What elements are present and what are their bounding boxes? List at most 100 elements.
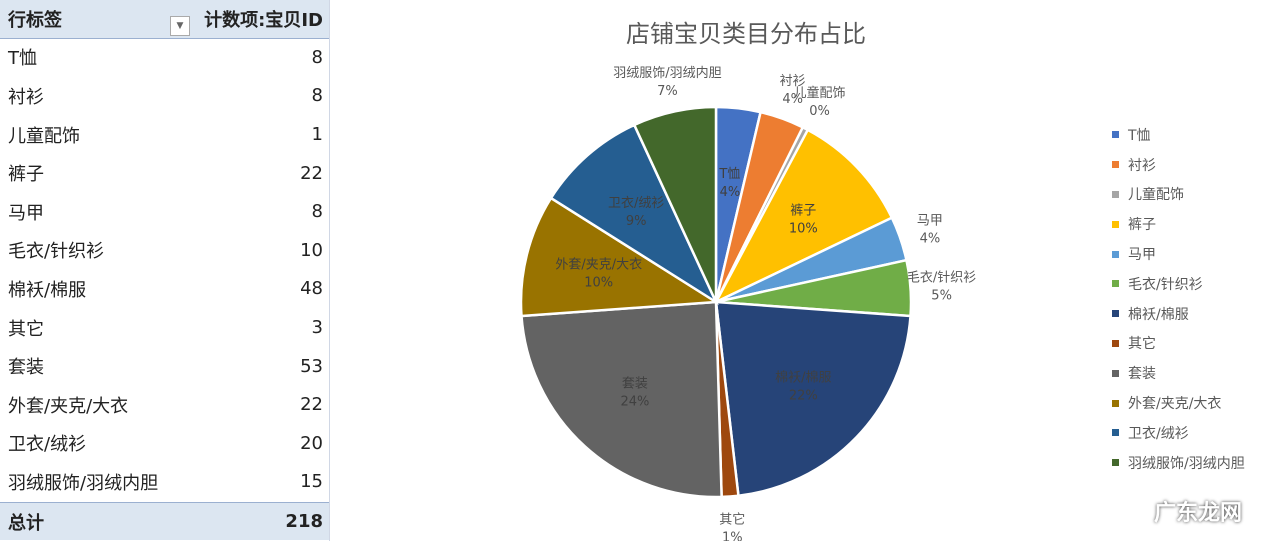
data-label: 4%	[920, 231, 941, 246]
data-label: 5%	[931, 289, 952, 304]
pie-slice[interactable]	[632, 105, 718, 303]
row-label: 马甲	[8, 202, 44, 224]
row-label: 外套/夹克/大衣	[8, 395, 129, 417]
data-label: 裤子	[790, 203, 816, 218]
total-value: 218	[285, 511, 323, 533]
data-label: 10%	[584, 276, 613, 291]
row-value: 48	[300, 278, 323, 300]
pivot-row[interactable]: T恤 8	[0, 39, 329, 78]
pie-slice[interactable]	[519, 196, 720, 318]
data-label: 7%	[657, 84, 678, 99]
row-value: 22	[300, 394, 323, 416]
data-label: 1%	[722, 531, 743, 541]
data-label: 羽绒服饰/羽绒内胆	[613, 65, 721, 81]
data-label: 10%	[789, 221, 818, 236]
data-label: 棉袄/棉服	[775, 371, 831, 386]
pivot-row[interactable]: 马甲 8	[0, 193, 329, 232]
filter-dropdown-icon[interactable]: ▼	[170, 16, 190, 36]
data-label: T恤	[718, 167, 740, 182]
row-label: 毛衣/针织衫	[8, 241, 105, 263]
total-row: 总计 218	[0, 502, 329, 541]
data-label: 4%	[720, 185, 741, 200]
legend-label: T恤	[1128, 127, 1151, 144]
legend-item: 儿童配饰	[1112, 180, 1245, 210]
legend-item: 其它	[1112, 329, 1245, 359]
data-label: 马甲	[917, 213, 943, 228]
data-label: 9%	[626, 214, 647, 229]
row-label: 羽绒服饰/羽绒内胆	[8, 472, 159, 494]
pivot-row[interactable]: 棉袄/棉服 48	[0, 270, 329, 309]
pivot-row[interactable]: 羽绒服饰/羽绒内胆 15	[0, 463, 329, 502]
legend-label: 儿童配饰	[1128, 187, 1184, 204]
data-label: 儿童配饰	[794, 85, 846, 101]
row-label: 卫衣/绒衫	[8, 434, 87, 456]
legend: T恤 衬衫 儿童配饰 裤子 马甲 毛衣/针织衫 棉袄/棉服 其它 套装 外套/夹克/大衣 卫衣/绒衫…	[1112, 120, 1245, 478]
legend-item: 卫衣/绒衫	[1112, 418, 1245, 448]
legend-swatch	[1112, 310, 1119, 318]
legend-swatch	[1112, 369, 1119, 377]
row-value: 8	[311, 85, 323, 107]
row-value: 20	[300, 432, 323, 454]
row-label-header: 行标签	[8, 9, 62, 31]
data-label: 卫衣/绒衫	[608, 195, 664, 211]
chart-title: 店铺宝贝类目分布占比	[626, 20, 866, 48]
legend-item: T恤	[1112, 120, 1245, 150]
pie-chart: 店铺宝贝类目分布占比 T恤 4% 衬衫 4% 儿童配饰 0% 裤子 10% 马甲 4% 毛衣/针织衫…	[332, 0, 1280, 541]
legend-label: 其它	[1128, 336, 1156, 353]
legend-label: 卫衣/绒衫	[1128, 425, 1189, 442]
legend-swatch	[1112, 429, 1119, 437]
pivot-row[interactable]: 套装 53	[0, 347, 329, 386]
row-label: 套装	[8, 357, 44, 379]
row-value: 3	[311, 317, 323, 339]
legend-label: 毛衣/针织衫	[1128, 276, 1203, 293]
pivot-row[interactable]: 外套/夹克/大衣 22	[0, 386, 329, 425]
row-label: 衬衫	[8, 86, 44, 108]
legend-swatch	[1112, 280, 1119, 288]
legend-swatch	[1112, 399, 1119, 407]
total-label: 总计	[8, 512, 44, 534]
legend-label: 衬衫	[1128, 157, 1156, 174]
pie-slice[interactable]	[714, 300, 912, 498]
row-label: 儿童配饰	[8, 125, 80, 147]
row-value: 1	[311, 124, 323, 146]
data-label: 其它	[719, 512, 745, 528]
row-value: 53	[300, 355, 323, 377]
data-label: 22%	[789, 389, 818, 404]
row-value: 8	[311, 46, 323, 68]
row-label: 裤子	[8, 164, 44, 186]
legend-swatch	[1112, 190, 1119, 198]
legend-item: 棉袄/棉服	[1112, 299, 1245, 329]
data-label: 毛衣/针织衫	[907, 270, 976, 286]
legend-item: 马甲	[1112, 239, 1245, 269]
legend-label: 马甲	[1128, 247, 1156, 264]
row-value: 8	[311, 201, 323, 223]
data-label: 衬衫	[780, 74, 806, 89]
legend-swatch	[1112, 220, 1119, 228]
legend-swatch	[1112, 459, 1119, 467]
legend-swatch	[1112, 131, 1119, 139]
pivot-row[interactable]: 毛衣/针织衫 10	[0, 232, 329, 271]
pivot-row[interactable]: 儿童配饰 1	[0, 116, 329, 155]
row-value: 10	[300, 239, 323, 261]
pivot-row[interactable]: 裤子 22	[0, 154, 329, 193]
legend-label: 裤子	[1128, 217, 1156, 234]
legend-item: 毛衣/针织衫	[1112, 269, 1245, 299]
data-label: 套装	[622, 376, 648, 392]
legend-label: 棉袄/棉服	[1128, 306, 1189, 323]
pivot-row[interactable]: 衬衫 8	[0, 77, 329, 116]
pie-slice[interactable]	[520, 300, 723, 499]
legend-item: 羽绒服饰/羽绒内胆	[1112, 448, 1245, 478]
data-label: 24%	[620, 395, 649, 410]
row-value: 15	[300, 471, 323, 493]
data-label: 0%	[809, 104, 830, 119]
pivot-row[interactable]: 其它 3	[0, 309, 329, 348]
value-header: 计数项:宝贝ID	[204, 9, 323, 31]
pie-svg: T恤4%衬衫4%儿童配饰0%裤子10%马甲4%毛衣/针织衫5%棉袄/棉服22%其…	[519, 65, 976, 541]
pie-slice[interactable]	[549, 123, 719, 306]
legend-label: 套装	[1128, 366, 1156, 383]
pie-slice[interactable]	[713, 128, 894, 305]
pivot-header: 行标签 ▼ 计数项:宝贝ID	[0, 0, 329, 39]
pivot-row[interactable]: 卫衣/绒衫 20	[0, 425, 329, 464]
legend-swatch	[1112, 339, 1119, 347]
legend-item: 衬衫	[1112, 150, 1245, 180]
